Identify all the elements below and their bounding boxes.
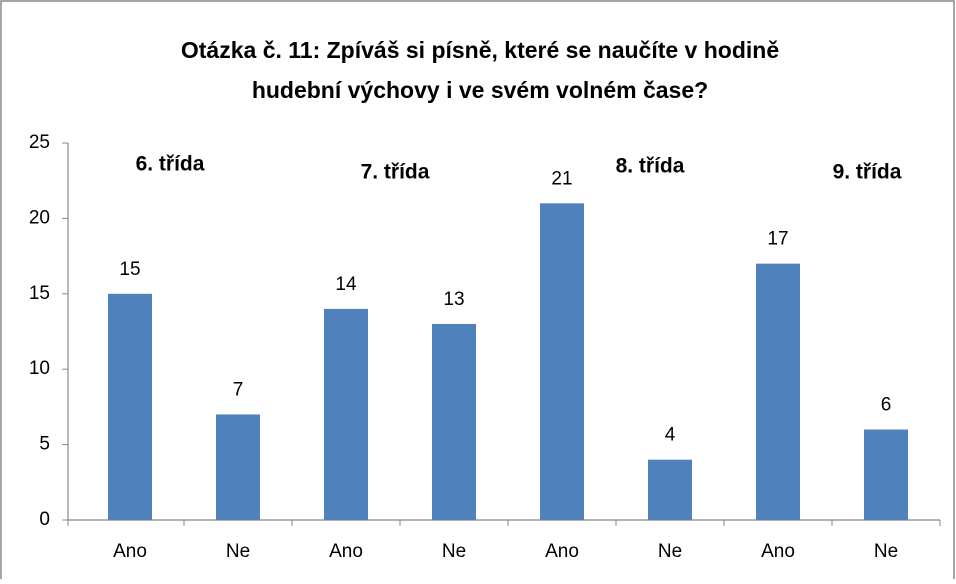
data-label: 15 [119,259,140,280]
data-label: 6 [881,395,892,416]
y-tick-label: 15 [29,283,50,304]
x-tick-label: Ne [442,541,466,562]
data-label: 21 [551,168,572,189]
bar [216,414,260,520]
annotation: 7. třída [361,161,430,184]
bar [648,459,692,520]
bar [540,203,584,520]
y-tick-label: 20 [29,207,50,228]
x-tick-label: Ne [658,541,682,562]
y-tick-label: 0 [39,509,50,530]
data-label: 4 [665,425,676,446]
x-tick-label: Ne [874,541,898,562]
annotation: 9. třída [833,161,902,184]
bar [108,293,152,520]
chart-title: Otázka č. 11: Zpíváš si písně, které se … [181,37,779,63]
y-tick-label: 5 [39,434,50,455]
data-label: 13 [443,289,464,310]
data-label: 17 [767,229,788,250]
y-tick-label: 10 [29,358,50,379]
bar [324,308,368,520]
bar [864,429,908,520]
x-tick-label: Ano [761,541,795,562]
data-label: 7 [233,379,244,400]
data-label: 14 [335,274,357,295]
x-tick-label: Ano [329,541,363,562]
chart-title: hudební výchovy i ve svém volném čase? [252,77,708,103]
y-tick-label: 25 [29,132,50,153]
annotation: 8. třída [616,155,685,178]
x-tick-label: Ano [545,541,579,562]
x-tick-label: Ano [113,541,147,562]
bar [756,263,800,520]
bar [432,323,476,520]
annotation: 6. třída [136,153,205,176]
x-tick-label: Ne [226,541,250,562]
